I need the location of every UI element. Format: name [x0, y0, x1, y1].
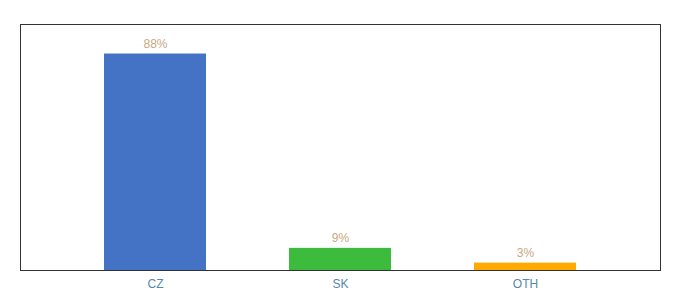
svg-text:88%: 88%	[143, 37, 167, 51]
svg-text:9%: 9%	[332, 231, 350, 245]
svg-text:OTH: OTH	[513, 277, 538, 291]
svg-text:CZ: CZ	[148, 277, 164, 291]
svg-text:3%: 3%	[517, 246, 535, 260]
svg-text:SK: SK	[332, 277, 348, 291]
